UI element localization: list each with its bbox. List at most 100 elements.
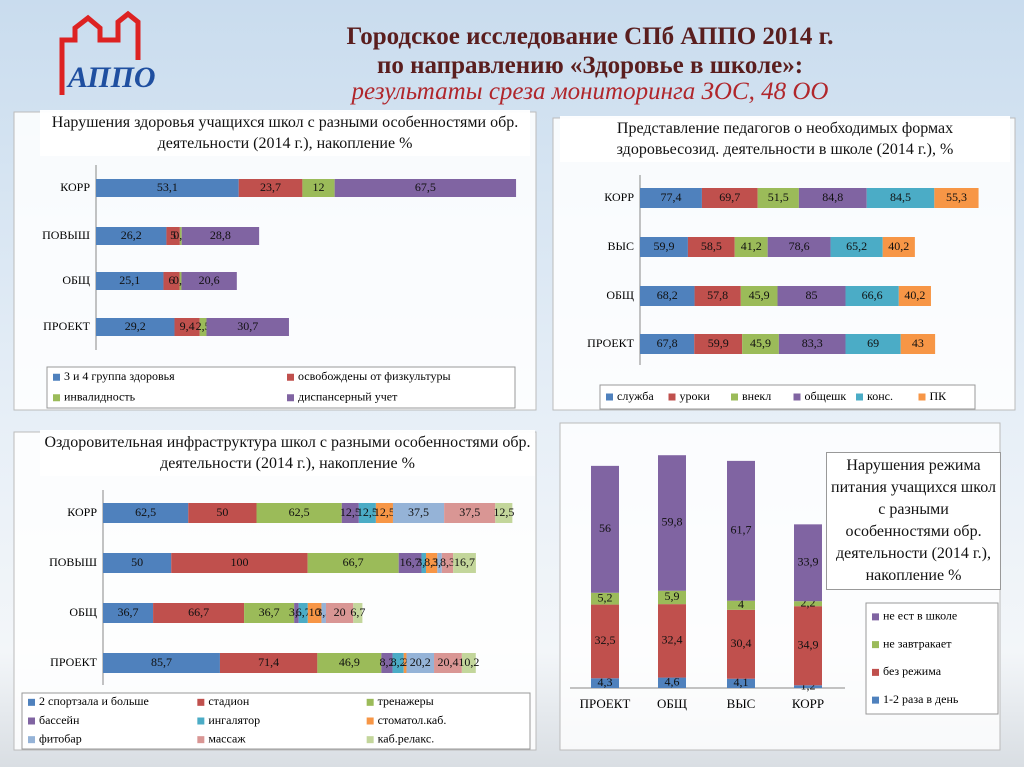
legend-label: каб.релакс. xyxy=(378,731,435,745)
value-label: 20,4 xyxy=(437,655,458,669)
bar-segment xyxy=(591,465,619,593)
bar-segment xyxy=(794,524,822,602)
legend-swatch xyxy=(606,393,613,401)
value-label: 2 xyxy=(402,655,408,669)
bar-segment xyxy=(321,603,326,623)
bar-segment xyxy=(406,653,435,673)
bar-segment xyxy=(174,318,200,336)
value-label: 10,2 xyxy=(458,655,479,669)
legend-label: ПК xyxy=(930,389,948,403)
value-label: 30,4 xyxy=(731,636,752,650)
legend-swatch xyxy=(872,696,879,704)
bar-segment xyxy=(219,653,318,673)
bar-segment xyxy=(727,678,755,688)
bar-segment xyxy=(103,553,172,573)
value-label: 66,6 xyxy=(862,288,883,302)
bar-segment xyxy=(353,603,363,623)
value-label: 59,9 xyxy=(653,239,674,253)
value-label: 8,3 xyxy=(424,555,439,569)
chart-title: Нарушения здоровья учащихся школ с разны… xyxy=(40,110,530,156)
value-label: 5,9 xyxy=(665,589,680,603)
value-label: 8,2 xyxy=(391,655,406,669)
bar-segment xyxy=(845,334,901,354)
category-label: ПРОЕКТ xyxy=(587,336,634,350)
value-label: 4 xyxy=(738,597,744,611)
bar-segment xyxy=(495,503,513,523)
bar-segment xyxy=(640,286,695,306)
legend-swatch xyxy=(287,394,294,402)
slide-subtitle: результаты среза мониторинга ЗОС, 48 ОО xyxy=(351,78,829,105)
legend-swatch xyxy=(197,698,205,706)
legend-swatch xyxy=(53,394,60,402)
value-label: 12,5 xyxy=(374,505,395,519)
bar-segment xyxy=(96,272,164,290)
legend-label: освобождены от физкультуры xyxy=(298,369,451,383)
value-label: 62,5 xyxy=(135,505,156,519)
legend-swatch xyxy=(856,393,863,401)
bar-segment xyxy=(778,334,846,354)
bar-segment xyxy=(96,227,167,245)
value-label: 58,5 xyxy=(701,239,722,253)
value-label: 68,2 xyxy=(657,288,678,302)
value-label: 85,7 xyxy=(151,655,172,669)
bar-segment xyxy=(444,503,496,523)
bar-segment xyxy=(701,188,758,208)
bar-segment xyxy=(341,503,359,523)
bar-segment xyxy=(325,603,354,623)
bar-segment xyxy=(757,188,799,208)
value-label: 69,7 xyxy=(719,190,740,204)
value-label: 59,9 xyxy=(708,336,729,350)
value-label: 71,4 xyxy=(258,655,279,669)
value-label: 40,2 xyxy=(888,239,909,253)
value-label: 57,8 xyxy=(707,288,728,302)
bar-segment xyxy=(403,653,407,673)
value-label: 12,5 xyxy=(340,505,361,519)
value-label: 25,1 xyxy=(119,273,140,287)
bar-segment xyxy=(898,286,931,306)
legend-label: 3 и 4 группа здоровья xyxy=(64,369,175,383)
legend-swatch xyxy=(197,736,205,744)
bar-segment xyxy=(181,272,237,290)
bar-segment xyxy=(658,604,686,678)
value-label: 83,3 xyxy=(802,336,823,350)
bar-segment xyxy=(687,237,735,257)
value-label: 45,9 xyxy=(749,288,770,302)
legend-swatch xyxy=(197,717,205,725)
bar-segment xyxy=(425,553,438,573)
value-label: 43 xyxy=(912,336,924,350)
legend-swatch xyxy=(287,373,294,381)
legend-swatch xyxy=(918,393,926,401)
value-label: 84,5 xyxy=(890,190,911,204)
category-label: КОРР xyxy=(67,505,97,519)
value-label: 53,1 xyxy=(157,180,178,194)
value-label: 84,8 xyxy=(822,190,843,204)
bar-segment xyxy=(740,286,778,306)
bar-segment xyxy=(777,286,846,306)
panel xyxy=(552,117,1016,411)
value-label: 69 xyxy=(867,336,879,350)
bar-segment xyxy=(298,603,308,623)
bar-segment xyxy=(179,272,182,290)
value-label: 45,9 xyxy=(750,336,771,350)
chart-title: Нарушения режима питания учащихся школ с… xyxy=(826,452,1001,590)
value-label: 6 xyxy=(169,273,175,287)
value-label: 4,3 xyxy=(598,675,613,689)
legend-swatch xyxy=(366,736,374,744)
legend-label: служба xyxy=(617,389,654,403)
bar-segment xyxy=(179,227,182,245)
legend-swatch xyxy=(28,717,35,725)
legend-label: диспансерный учет xyxy=(298,390,398,404)
value-label: 20,2 xyxy=(410,655,431,669)
bar-segment xyxy=(694,334,743,354)
value-label: 12,5 xyxy=(357,505,378,519)
value-label: 4,6 xyxy=(665,675,680,689)
value-label: 78,6 xyxy=(789,239,810,253)
bar-segment xyxy=(244,603,295,623)
bar-segment xyxy=(453,553,476,573)
bar-segment xyxy=(317,653,382,673)
value-label: 62,5 xyxy=(289,505,310,519)
value-label: 55,3 xyxy=(946,190,967,204)
bar-segment xyxy=(694,286,741,306)
value-label: 37,5 xyxy=(459,505,480,519)
